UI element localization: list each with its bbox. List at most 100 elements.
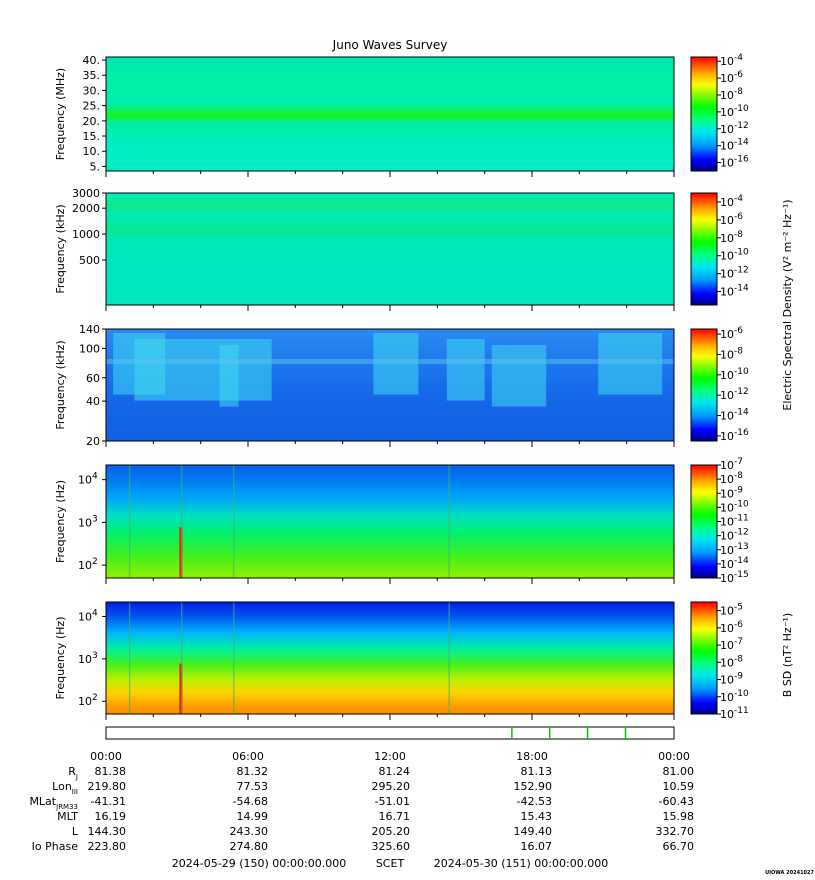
y-tick-label: 40 [86,395,100,408]
scet-label: SCET [376,857,405,870]
colorbar-tick-label: 10-11 [720,514,749,529]
ephemeris-value: 205.20 [372,825,411,838]
ephemeris-value: 77.53 [237,780,269,793]
chart-title: Juno Waves Survey [332,38,448,52]
mf-panel: 3000 2000 1000 500 Frequency (kHz) 10-4 10-6 10… [54,187,749,311]
colorbar-tick-label: 10-10 [720,248,749,263]
ephemeris-row-label: RJ [68,765,78,781]
colorbar-tick-label: 10-7 [720,637,743,652]
ephemeris-value: 16.07 [521,840,553,853]
ephemeris-row-label: MLatJRM33 [29,795,78,811]
spectrogram-image [106,57,674,171]
colorbar-tick-label: 10-6 [720,326,743,341]
y-tick-label: 3000 [72,187,100,200]
e-lowfreq-panel: 104 103 102 Frequency (Hz) 10-710-810-910-10… [54,457,749,585]
y-tick-label: 102 [78,693,98,708]
ephemeris-row-label: L [72,825,79,838]
x-tick-label: 00:00 [658,750,690,763]
colorbar [690,464,718,579]
start-time-label: 2024-05-29 (150) 00:00:00.000 [172,857,346,870]
colorbar-tick-label: 10-10 [720,104,749,119]
colorbar-tick-label: 10-7 [720,457,743,472]
colorbar [690,601,718,715]
colorbar-tick-label: 10-12 [720,266,749,281]
y-tick-label: 104 [78,609,98,624]
colorbar-tick-label: 10-14 [720,138,749,153]
ephemeris-value: 81.00 [663,765,695,778]
ephemeris-value: -42.53 [517,795,552,808]
ephemeris-value: 16.19 [95,810,127,823]
colorbar-tick-label: 10-8 [720,346,743,361]
spectrogram-image [106,465,674,578]
ephemeris-value: 144.30 [88,825,127,838]
colorbar-tick-label: 10-8 [720,230,743,245]
event-strip-frame [105,726,675,740]
colorbar-tick-label: 10-6 [720,70,743,85]
panels-group: 40. 35. 30. 25. 20. 15. 10. 5. Frequency (MHz) 10… [54,53,749,721]
ephemeris-row-label: MLT [57,810,78,823]
y-tick-label: 10. [83,145,101,158]
emission-spike [179,527,183,578]
ephemeris-value: 15.43 [521,810,553,823]
colorbar-tick-label: 10-9 [720,485,743,500]
y-axis-label: Frequency (Hz) [54,480,67,563]
x-tick-label: 06:00 [232,750,264,763]
colorbar-tick-label: 10-6 [720,620,743,635]
ephemeris-value: 16.71 [379,810,411,823]
emission-spike [179,663,183,714]
colorbar-tick-label: 10-14 [720,556,749,571]
colorbar-tick-label: 10-12 [720,528,749,543]
colorbar-tick-label: 10-8 [720,471,743,486]
y-tick-label: 102 [78,557,98,572]
footer-mark: UIOWA 20241027 [765,870,814,876]
y-tick-label: 1000 [72,228,100,241]
ephemeris-value: 223.80 [88,840,127,853]
colorbar-tick-label: 10-14 [720,284,749,299]
emission-burst [491,345,547,407]
y-axis-label: Frequency (Hz) [54,617,67,700]
electric-colorbar-title: Electric Spectral Density (V² m⁻² Hz⁻¹) [781,199,794,410]
ephemeris-row-label: LonIII [52,780,78,796]
emission-burst [134,339,272,401]
y-tick-label: 60 [86,372,100,385]
ephemeris-value: -51.01 [375,795,410,808]
ephemeris-value: 325.60 [372,840,411,853]
colorbar [690,56,718,172]
x-tick-label: 12:00 [374,750,406,763]
colorbar-tick-label: 10-10 [720,367,749,382]
emission-burst [446,339,485,401]
ephemeris-value: 219.80 [88,780,127,793]
ephemeris-value: 332.70 [656,825,695,838]
colorbar-tick-label: 10-16 [720,155,749,170]
ephemeris-value: 14.99 [237,810,269,823]
colorbar-tick-label: 10-4 [720,194,743,209]
colorbar-tick-label: 10-14 [720,408,749,423]
spectrogram-image [106,602,674,714]
ephemeris-value: 15.98 [663,810,695,823]
y-tick-label: 2000 [72,202,100,215]
ephemeris-value: -60.43 [659,795,694,808]
ephemeris-value: -41.31 [91,795,126,808]
y-tick-label: 15. [83,130,101,143]
y-tick-label: 20. [83,115,101,128]
ephemeris-value: 81.38 [95,765,127,778]
ephemeris-value: 295.20 [372,780,411,793]
y-tick-label: 20 [86,435,100,448]
y-axis-label: Frequency (kHz) [54,204,67,293]
y-tick-label: 100 [79,342,100,355]
colorbar-tick-label: 10-5 [720,603,743,618]
colorbar-tick-label: 10-12 [720,121,749,136]
emission-burst [219,345,239,407]
colorbar-tick-label: 10-10 [720,499,749,514]
ephemeris-value: 81.32 [237,765,269,778]
y-tick-label: 103 [78,514,98,529]
y-tick-label: 25. [83,100,101,113]
y-tick-label: 40. [83,54,101,67]
spectrogram-image [106,193,674,305]
x-tick-label: 00:00 [90,750,122,763]
colorbar-tick-label: 10-8 [720,87,743,102]
magnetic-colorbar-title: B SD (nT² Hz⁻¹) [781,613,794,697]
ephemeris-value: 81.13 [521,765,553,778]
colorbar-tick-label: 10-10 [720,689,749,704]
